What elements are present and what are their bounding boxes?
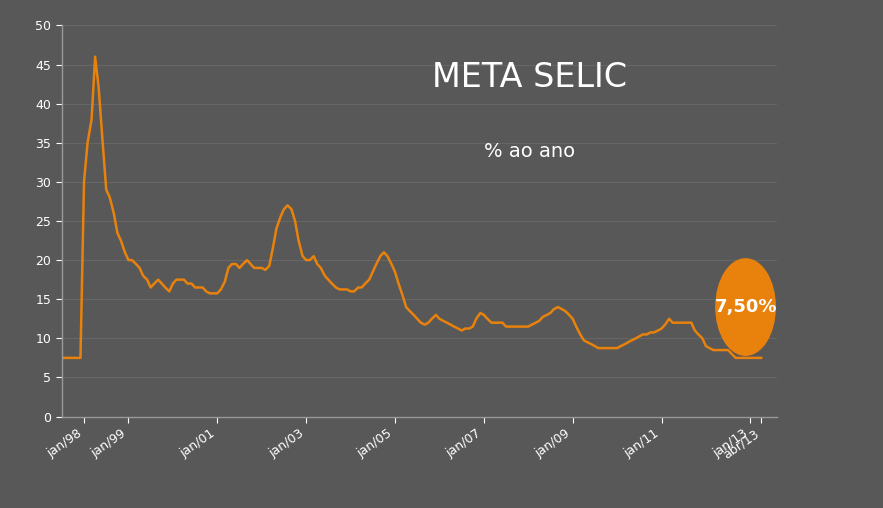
Text: % ao ano: % ao ano	[484, 142, 576, 161]
Text: META SELIC: META SELIC	[433, 61, 627, 94]
Ellipse shape	[715, 258, 776, 356]
Text: 7,50%: 7,50%	[714, 298, 777, 316]
